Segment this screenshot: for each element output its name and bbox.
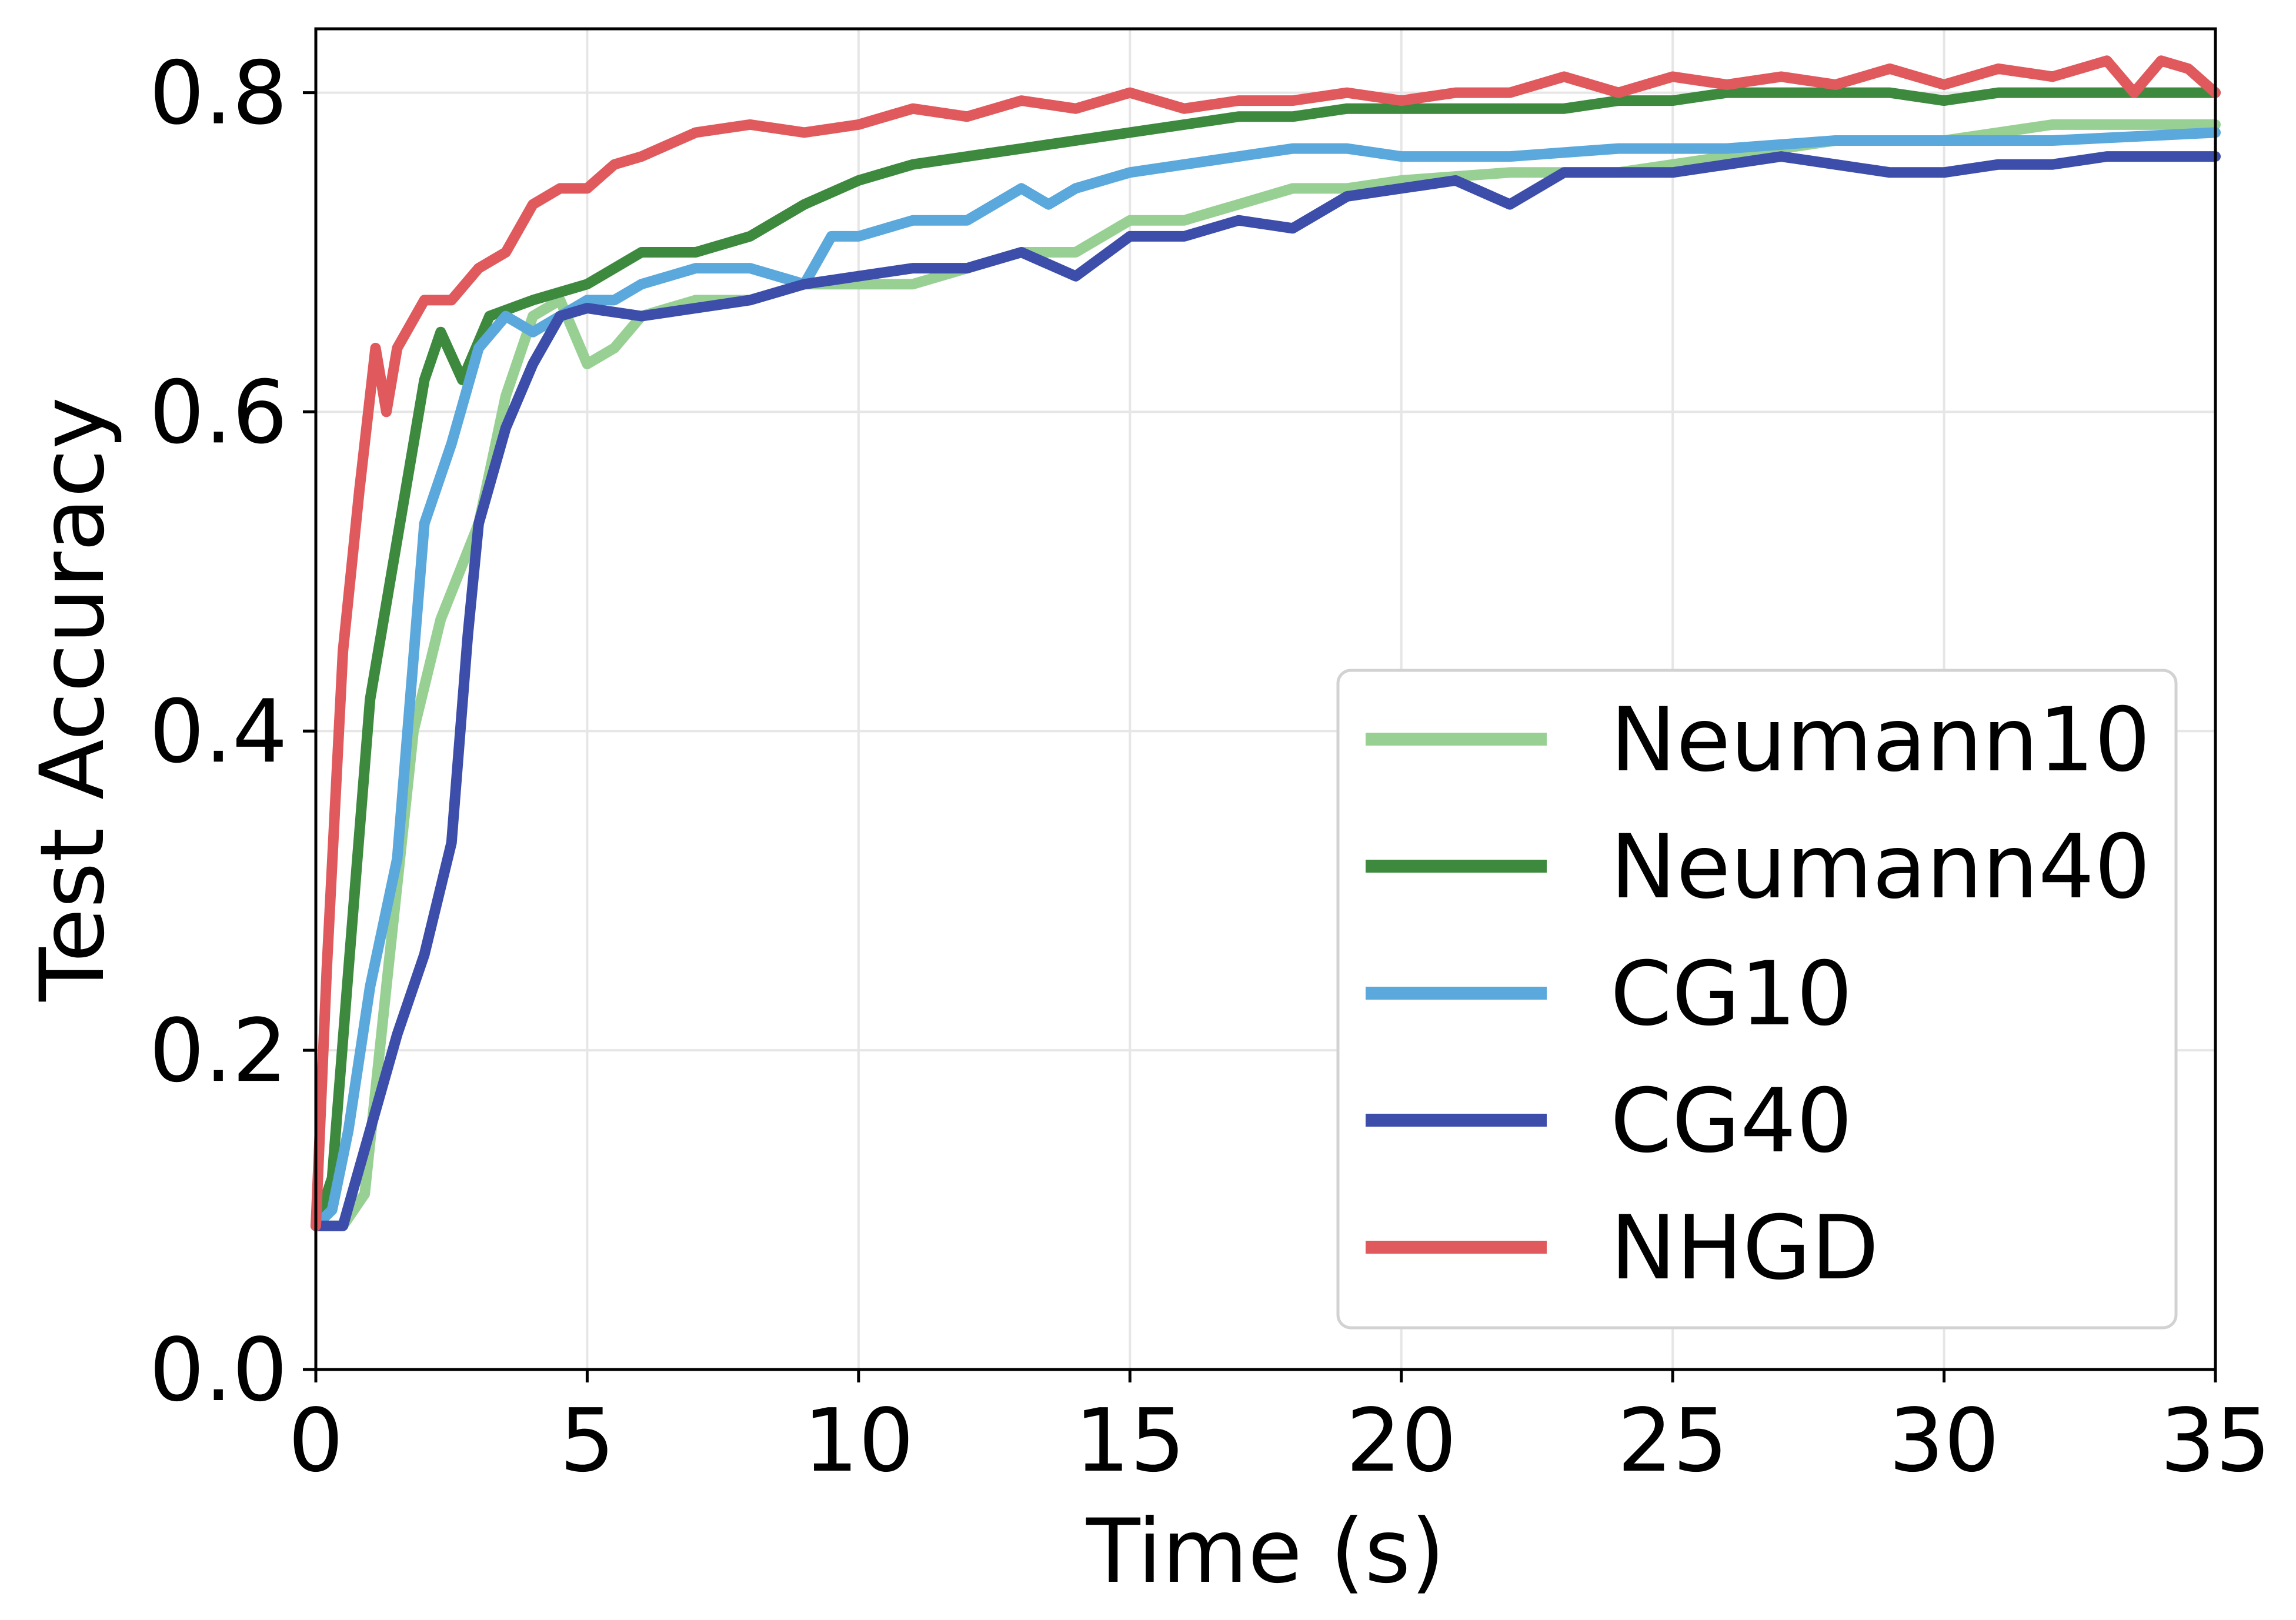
legend: Neumann10 Neumann40 CG10 CG40 NHGD xyxy=(1336,669,2178,1330)
series-lines xyxy=(311,55,2221,1231)
y-axis-ticks: 0.0 0.2 0.4 0.6 0.8 xyxy=(149,43,316,1421)
legend-label-nhgd: NHGD xyxy=(1610,1197,1879,1300)
x-tick-label: 25 xyxy=(1617,1390,1728,1491)
y-tick-label: 0.6 xyxy=(149,362,288,463)
y-tick-label: 0.8 xyxy=(149,43,288,144)
x-tick-label: 35 xyxy=(2160,1390,2271,1491)
x-axis-title: Time (s) xyxy=(1086,1501,1445,1603)
series-line-nhgd xyxy=(311,55,2221,1231)
series-line-cg40 xyxy=(311,151,2221,1231)
x-tick-label: 10 xyxy=(803,1390,914,1491)
x-tick-label: 15 xyxy=(1074,1390,1185,1491)
legend-label-cg40: CG40 xyxy=(1610,1070,1853,1173)
x-tick-label: 5 xyxy=(559,1390,615,1491)
legend-label-neumann10: Neumann10 xyxy=(1610,689,2151,791)
series-line-cg10 xyxy=(311,127,2221,1231)
legend-label-cg10: CG10 xyxy=(1610,943,1853,1046)
legend-label-neumann40: Neumann40 xyxy=(1610,816,2151,918)
y-tick-label: 0.2 xyxy=(149,1000,288,1101)
series-line-neumann40 xyxy=(311,87,2221,1231)
y-tick-label: 0.4 xyxy=(149,681,288,782)
x-axis-ticks: 0 5 10 15 20 25 30 35 xyxy=(288,1370,2271,1491)
y-axis-title: Test Accuracy xyxy=(22,397,124,1002)
x-tick-label: 30 xyxy=(1888,1390,1999,1491)
plot-area-frame xyxy=(314,27,2217,1371)
x-tick-label: 20 xyxy=(1346,1390,1457,1491)
x-tick-label: 0 xyxy=(288,1390,343,1491)
legend-box xyxy=(1336,669,2178,1330)
y-tick-label: 0.0 xyxy=(149,1320,288,1421)
